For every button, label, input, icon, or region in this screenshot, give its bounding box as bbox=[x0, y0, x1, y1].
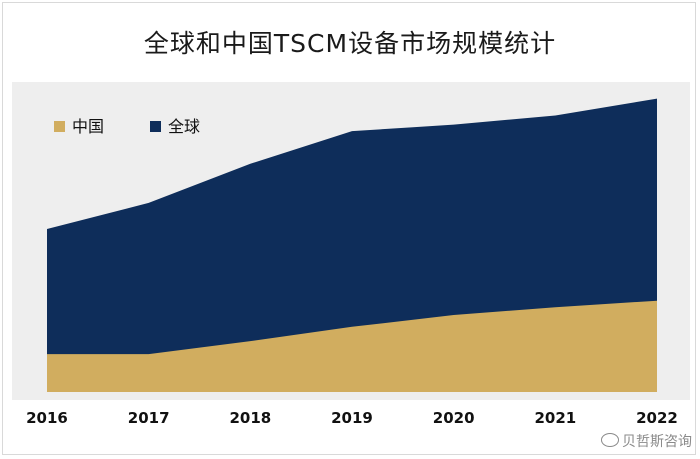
weibo-icon bbox=[601, 433, 619, 447]
x-tick-label: 2016 bbox=[26, 409, 68, 427]
x-tick-label: 2018 bbox=[229, 409, 271, 427]
chart-title: 全球和中国TSCM设备市场规模统计 bbox=[143, 29, 557, 58]
x-tick-label: 2017 bbox=[128, 409, 170, 427]
x-tick-label: 2019 bbox=[331, 409, 373, 427]
legend-swatch bbox=[150, 121, 161, 132]
watermark-text: 贝哲斯咨询 bbox=[622, 434, 692, 450]
legend-label: 中国 bbox=[72, 117, 104, 136]
area-series-0 bbox=[47, 300, 657, 392]
legend-swatch bbox=[54, 121, 65, 132]
x-tick-label: 2020 bbox=[433, 409, 475, 427]
watermark: 贝哲斯咨询 bbox=[601, 431, 692, 451]
x-tick-label: 2021 bbox=[534, 409, 576, 427]
x-tick-label: 2022 bbox=[636, 409, 678, 427]
legend-label: 全球 bbox=[168, 117, 200, 136]
